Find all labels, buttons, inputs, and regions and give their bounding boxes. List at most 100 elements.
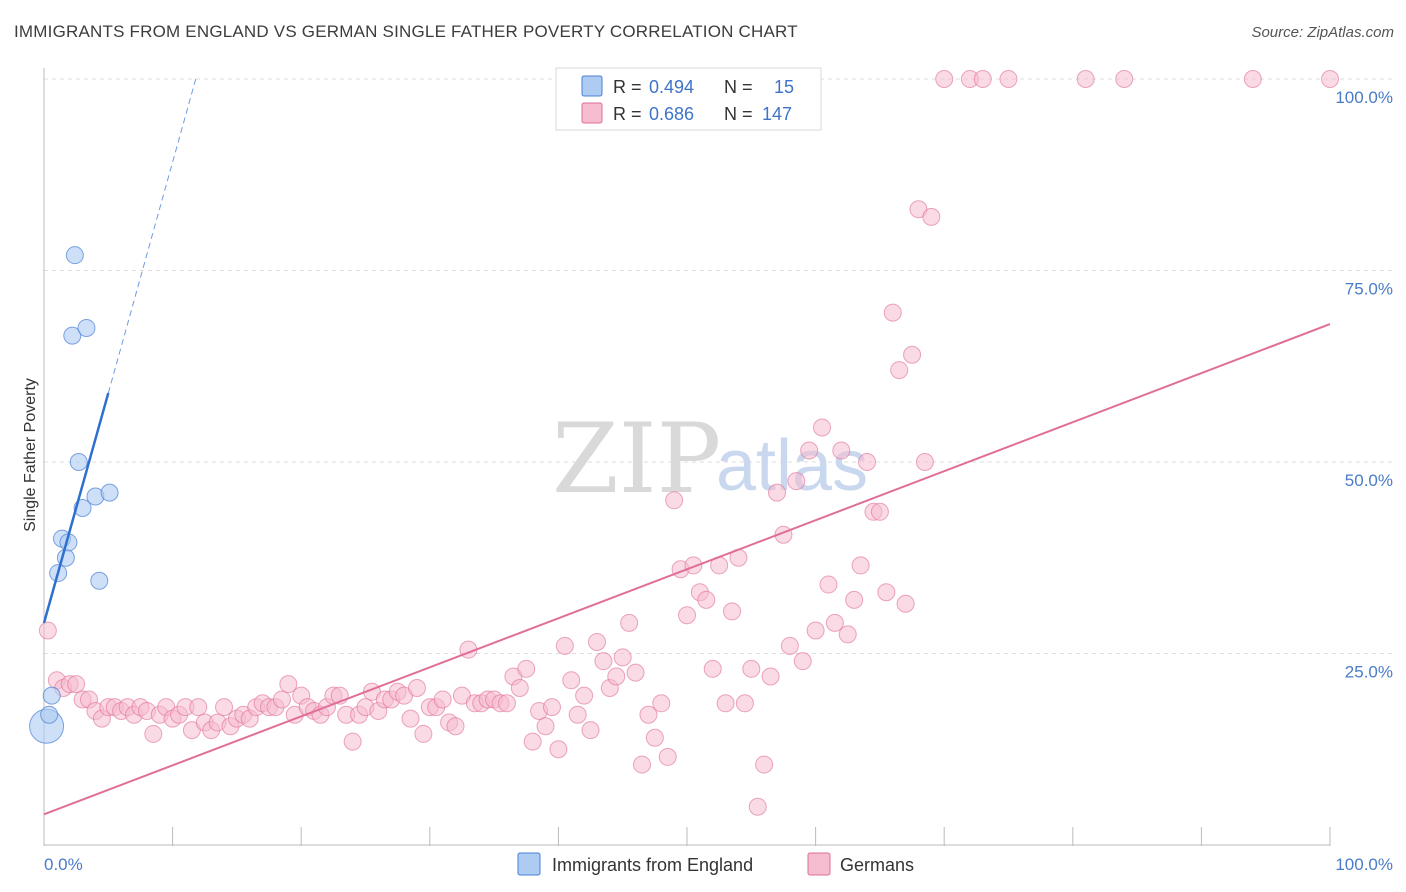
germans-point <box>497 694 516 713</box>
x-tick-label-max: 100.0% <box>1335 855 1393 874</box>
germans-point <box>748 797 767 816</box>
germans-trend-line <box>43 323 1331 816</box>
germans-point <box>665 491 684 510</box>
germans-point <box>575 686 594 705</box>
england-point <box>77 318 96 337</box>
germans-point <box>703 659 722 678</box>
x-tick-labels: 0.0% 100.0% <box>44 855 1393 874</box>
bottom-legend: Immigrants from England Germans <box>517 852 914 876</box>
england-point <box>63 326 82 345</box>
germans-point <box>735 694 754 713</box>
germans-point <box>813 418 832 437</box>
germans-point <box>896 594 915 613</box>
germans-point <box>742 659 761 678</box>
germans-point <box>723 602 742 621</box>
germans-point <box>806 621 825 640</box>
germans-point <box>215 698 234 717</box>
chart-source: Source: ZipAtlas.com <box>1251 24 1394 41</box>
germans-point <box>1115 70 1134 88</box>
legend-r-label-england: R = <box>613 77 642 97</box>
germans-point <box>639 705 658 724</box>
germans-point <box>587 633 606 652</box>
germans-point <box>645 728 664 747</box>
germans-point <box>819 575 838 594</box>
watermark-atlas: atlas <box>716 426 868 506</box>
germans-point <box>890 361 909 380</box>
germans-point <box>189 698 208 717</box>
england-point <box>90 571 109 590</box>
y-tick-labels: 25.0% 50.0% 75.0% 100.0% <box>1335 88 1393 682</box>
germans-point <box>549 740 568 759</box>
watermark-zip: ZIP <box>552 403 721 515</box>
germans-point <box>38 621 57 640</box>
england-points <box>29 246 119 744</box>
germans-point <box>787 472 806 491</box>
germans-point <box>768 483 787 502</box>
germans-point <box>973 70 992 88</box>
germans-point <box>433 690 452 709</box>
england-point <box>40 705 59 724</box>
germans-point <box>851 556 870 575</box>
germans-point <box>594 652 613 671</box>
germans-point <box>555 636 574 655</box>
england-point <box>100 483 119 502</box>
legend-n-label-england: N = <box>724 77 753 97</box>
germans-point <box>632 755 651 774</box>
x-tick-label-min: 0.0% <box>44 855 83 874</box>
germans-point <box>343 732 362 751</box>
germans-point <box>825 613 844 632</box>
germans-point <box>536 717 555 736</box>
germans-point <box>542 698 561 717</box>
germans-point <box>613 648 632 667</box>
germans-points <box>38 70 1339 816</box>
germans-point <box>684 556 703 575</box>
england-trend-line <box>42 392 110 624</box>
germans-point <box>401 709 420 728</box>
legend-n-label-germans: N = <box>724 104 753 124</box>
germans-point <box>922 207 941 226</box>
germans-point <box>652 694 671 713</box>
germans-point <box>1076 70 1095 88</box>
england-trend-extension <box>107 78 197 394</box>
germans-point <box>845 590 864 609</box>
legend-swatch-england <box>581 75 603 97</box>
germans-point <box>523 732 542 751</box>
legend-r-england: 0.494 <box>649 77 694 97</box>
germans-point <box>607 667 626 686</box>
germans-point <box>620 613 639 632</box>
germans-point <box>800 441 819 460</box>
germans-point <box>581 721 600 740</box>
germans-point <box>272 690 291 709</box>
legend-r-germans: 0.686 <box>649 104 694 124</box>
germans-point <box>858 453 877 471</box>
germans-point <box>510 678 529 697</box>
bottom-legend-label-england: Immigrants from England <box>552 855 753 875</box>
legend-box: R = 0.494 N = 15 R = 0.686 N = 147 <box>555 67 822 131</box>
bottom-legend-label-germans: Germans <box>840 855 914 875</box>
legend-n-england: 15 <box>774 77 794 97</box>
legend-swatch-germans <box>581 102 603 124</box>
germans-point <box>414 724 433 743</box>
germans-point <box>658 747 677 766</box>
germans-point <box>407 678 426 697</box>
germans-point <box>716 694 735 713</box>
germans-point <box>780 636 799 655</box>
germans-point <box>903 345 922 364</box>
germans-point <box>935 70 954 88</box>
legend-n-germans: 147 <box>762 104 792 124</box>
germans-point <box>568 705 587 724</box>
y-tick-label-3: 100.0% <box>1335 88 1393 107</box>
germans-point <box>915 453 934 471</box>
trend-lines <box>42 78 1331 816</box>
germans-point <box>1321 70 1339 88</box>
grid-lines <box>44 78 1392 654</box>
watermark: ZIP atlas <box>552 403 868 515</box>
germans-point <box>678 606 696 625</box>
germans-point <box>999 70 1018 88</box>
germans-point <box>832 441 851 460</box>
germans-point <box>517 659 536 678</box>
bottom-legend-swatch-germans <box>807 852 831 876</box>
bottom-legend-swatch-england <box>517 852 541 876</box>
england-point <box>42 686 61 705</box>
